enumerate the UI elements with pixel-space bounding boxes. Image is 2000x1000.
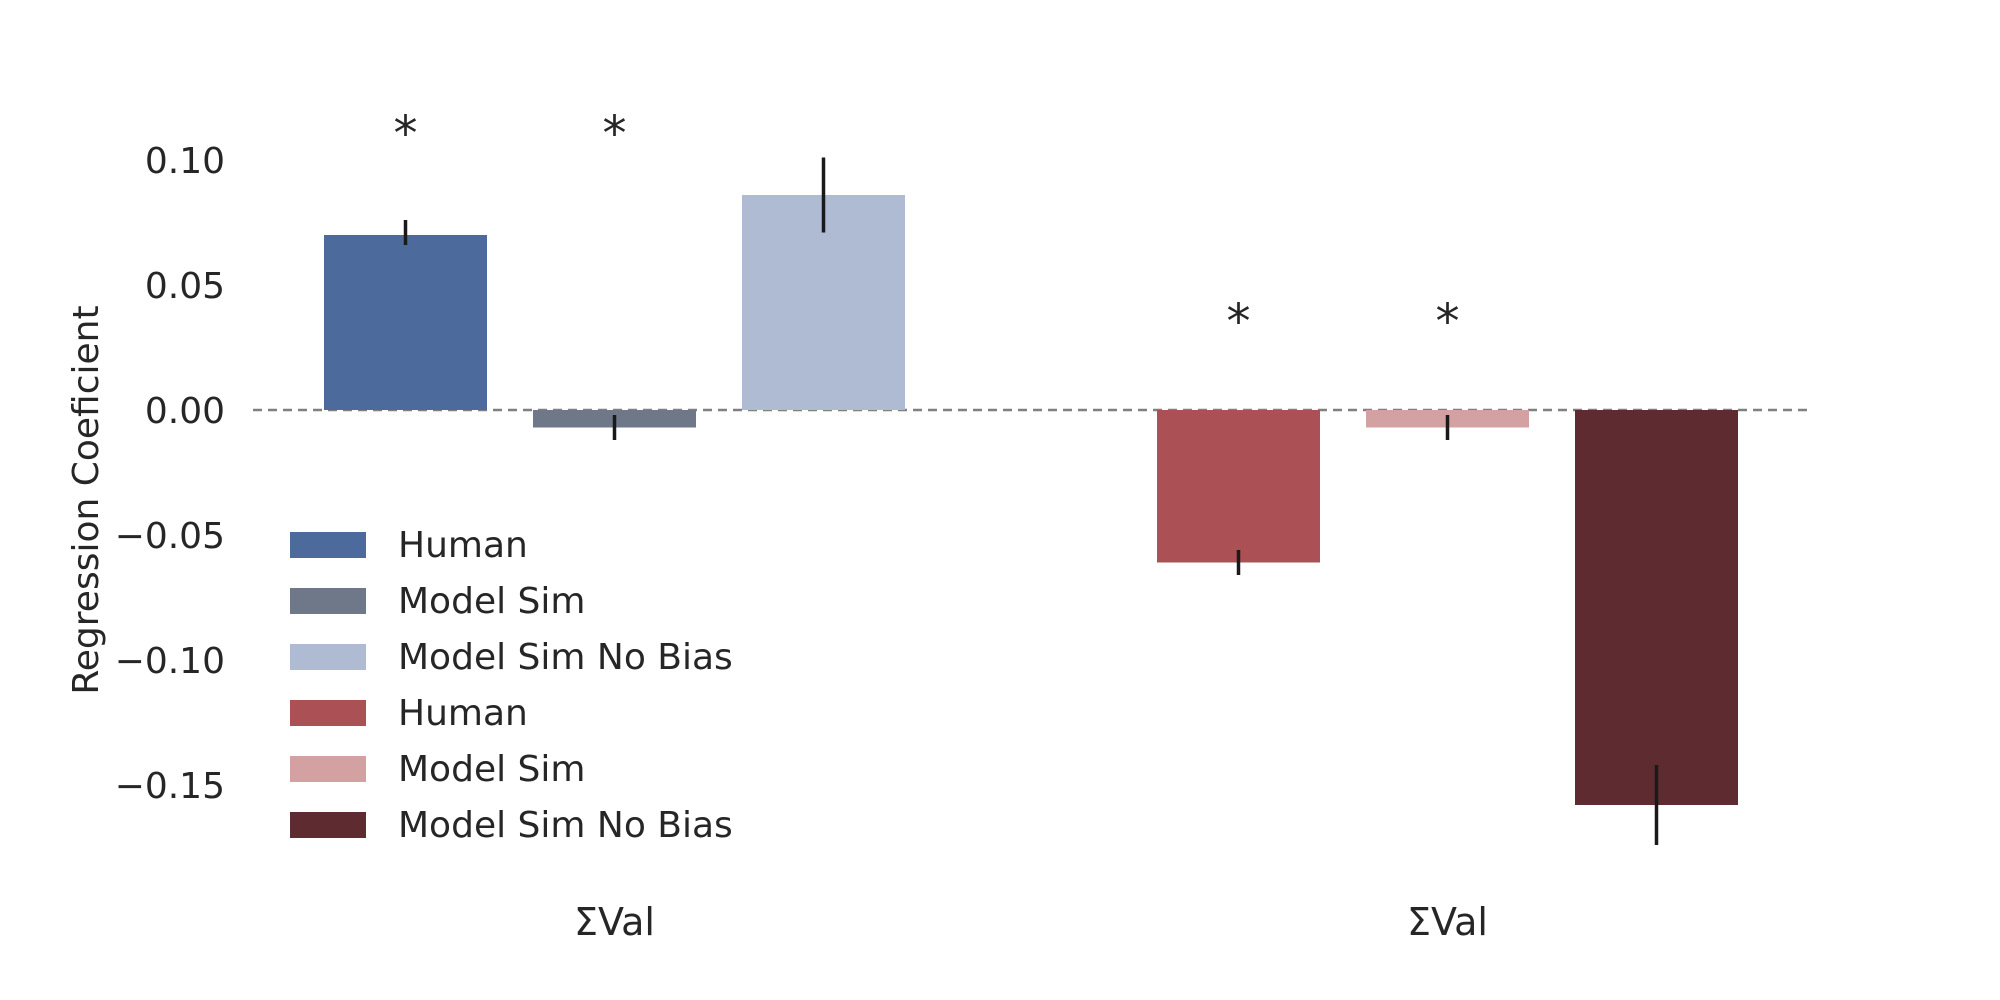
legend-item: Human — [290, 525, 528, 566]
y-tick-label: −0.05 — [115, 516, 225, 557]
legend-label: Model Sim — [398, 749, 585, 790]
legend-item: Model Sim — [290, 581, 585, 622]
group-labels-layer: ΣVal ΣVal — [574, 900, 1488, 944]
y-tick-label: −0.10 — [115, 641, 225, 682]
y-axis-label: Regression Coeficient — [66, 305, 107, 694]
group-label: ΣVal — [574, 900, 655, 944]
legend-swatch — [290, 812, 366, 838]
significance-mark: * — [603, 106, 627, 162]
y-tick-label: −0.15 — [115, 766, 225, 807]
legend-swatch — [290, 700, 366, 726]
legend: Human Model Sim Model Sim No Bias Human Mode… — [290, 525, 733, 846]
error-bars-layer — [403, 157, 1659, 845]
legend-swatch — [290, 644, 366, 670]
bars-layer — [324, 195, 1738, 805]
legend-label: Human — [398, 525, 528, 566]
significance-mark: * — [1436, 294, 1460, 350]
legend-label: Model Sim No Bias — [398, 637, 733, 678]
significance-mark: * — [394, 106, 418, 162]
significance-mark: * — [1227, 294, 1251, 350]
y-axis-ticks: 0.10 0.05 0.00 −0.05 −0.10 −0.15 — [115, 141, 225, 807]
legend-swatch — [290, 588, 366, 614]
legend-item: Model Sim No Bias — [290, 637, 733, 678]
legend-label: Model Sim — [398, 581, 585, 622]
legend-item: Model Sim — [290, 749, 585, 790]
y-tick-label: 0.00 — [145, 391, 225, 432]
bar — [1575, 410, 1738, 805]
y-tick-label: 0.05 — [145, 266, 225, 307]
group-label: ΣVal — [1407, 900, 1488, 944]
bar — [1157, 410, 1320, 563]
significance-marks-layer: * * * * — [394, 106, 1460, 350]
y-tick-label: 0.10 — [145, 141, 225, 182]
bar — [324, 235, 487, 410]
legend-label: Model Sim No Bias — [398, 805, 733, 846]
legend-label: Human — [398, 693, 528, 734]
legend-item: Model Sim No Bias — [290, 805, 733, 846]
legend-swatch — [290, 532, 366, 558]
legend-item: Human — [290, 693, 528, 734]
legend-swatch — [290, 756, 366, 782]
